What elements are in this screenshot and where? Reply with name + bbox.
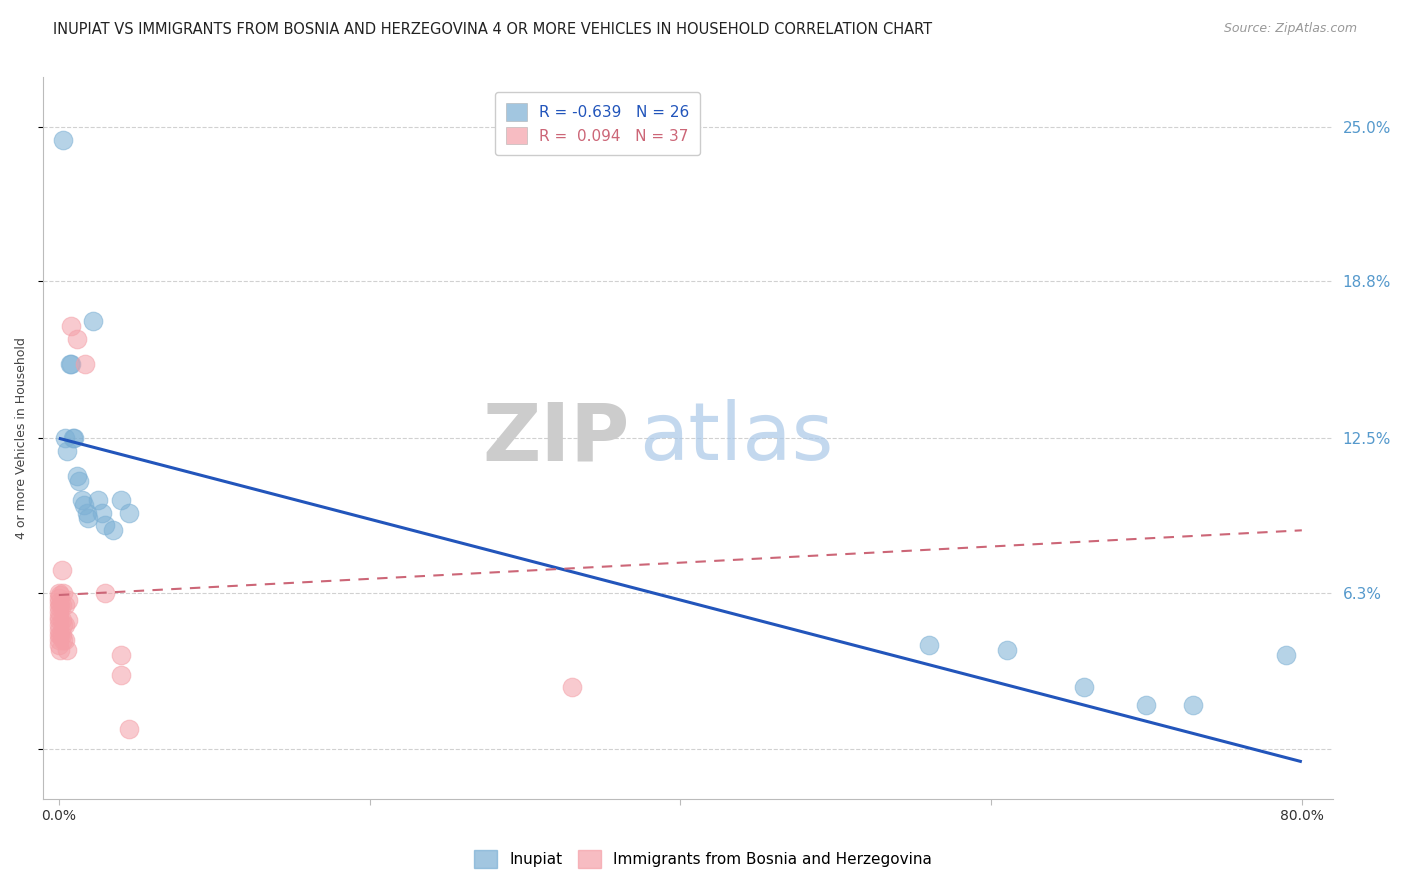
Point bbox=[86, 493, 108, 508]
Point bbox=[48, 628, 70, 642]
Point bbox=[73, 499, 96, 513]
Point bbox=[51, 598, 73, 612]
Point bbox=[49, 598, 72, 612]
Point bbox=[66, 468, 89, 483]
Point bbox=[70, 493, 93, 508]
Point bbox=[52, 133, 75, 147]
Point bbox=[62, 431, 84, 445]
Point bbox=[91, 506, 114, 520]
Text: atlas: atlas bbox=[640, 400, 834, 477]
Point bbox=[1182, 698, 1205, 712]
Point bbox=[48, 618, 70, 632]
Point bbox=[53, 598, 76, 612]
Point bbox=[561, 680, 583, 694]
Point bbox=[53, 618, 76, 632]
Point bbox=[49, 628, 72, 642]
Point bbox=[75, 357, 97, 371]
Point bbox=[94, 585, 117, 599]
Point bbox=[48, 600, 70, 615]
Point bbox=[60, 357, 83, 371]
Point bbox=[48, 591, 70, 605]
Point bbox=[51, 563, 73, 577]
Point bbox=[51, 613, 73, 627]
Point bbox=[110, 648, 132, 662]
Point bbox=[63, 431, 86, 445]
Point bbox=[48, 610, 70, 624]
Point bbox=[53, 431, 76, 445]
Point bbox=[103, 524, 125, 538]
Point bbox=[118, 723, 141, 737]
Legend: R = -0.639   N = 26, R =  0.094   N = 37: R = -0.639 N = 26, R = 0.094 N = 37 bbox=[495, 92, 700, 155]
Point bbox=[77, 511, 100, 525]
Point bbox=[52, 618, 75, 632]
Point bbox=[66, 332, 89, 346]
Point bbox=[995, 642, 1018, 657]
Point bbox=[60, 319, 83, 334]
Point bbox=[67, 474, 90, 488]
Legend: Inupiat, Immigrants from Bosnia and Herzegovina: Inupiat, Immigrants from Bosnia and Herz… bbox=[467, 843, 939, 875]
Point bbox=[52, 585, 75, 599]
Point bbox=[53, 632, 76, 647]
Point bbox=[48, 623, 70, 637]
Point bbox=[1135, 698, 1157, 712]
Point bbox=[51, 628, 73, 642]
Point bbox=[110, 667, 132, 681]
Point bbox=[48, 585, 70, 599]
Point bbox=[48, 632, 70, 647]
Y-axis label: 4 or more Vehicles in Household: 4 or more Vehicles in Household bbox=[15, 337, 28, 539]
Point bbox=[56, 613, 79, 627]
Point bbox=[48, 606, 70, 620]
Point bbox=[48, 613, 70, 627]
Point bbox=[55, 443, 77, 458]
Point bbox=[918, 638, 941, 652]
Point bbox=[110, 493, 132, 508]
Point bbox=[118, 506, 141, 520]
Point bbox=[94, 518, 117, 533]
Point bbox=[59, 357, 82, 371]
Point bbox=[48, 595, 70, 609]
Point bbox=[82, 314, 104, 328]
Text: INUPIAT VS IMMIGRANTS FROM BOSNIA AND HERZEGOVINA 4 OR MORE VEHICLES IN HOUSEHOL: INUPIAT VS IMMIGRANTS FROM BOSNIA AND HE… bbox=[53, 22, 932, 37]
Point bbox=[49, 588, 72, 602]
Point bbox=[52, 632, 75, 647]
Text: ZIP: ZIP bbox=[482, 400, 630, 477]
Point bbox=[49, 642, 72, 657]
Text: Source: ZipAtlas.com: Source: ZipAtlas.com bbox=[1223, 22, 1357, 36]
Point bbox=[56, 593, 79, 607]
Point bbox=[76, 506, 98, 520]
Point bbox=[1073, 680, 1095, 694]
Point bbox=[48, 638, 70, 652]
Point bbox=[55, 642, 77, 657]
Point bbox=[1275, 648, 1298, 662]
